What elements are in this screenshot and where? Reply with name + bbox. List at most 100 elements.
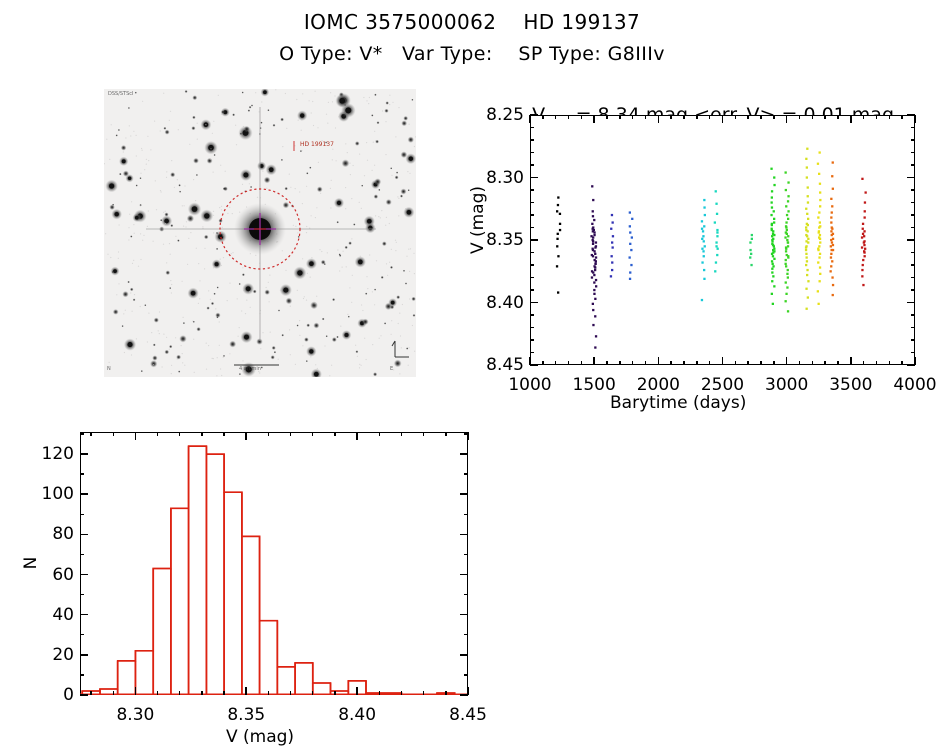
y-tick-minor — [464, 433, 468, 435]
histogram-y-tick-label: 100 — [41, 484, 74, 505]
x-tick-major — [721, 357, 724, 365]
x-tick-major — [785, 115, 788, 123]
y-tick-minor — [80, 634, 84, 636]
x-tick-minor — [631, 361, 634, 365]
y-tick-major — [907, 239, 915, 241]
x-tick-major — [721, 115, 724, 123]
y-tick-minor — [530, 289, 534, 291]
y-tick-minor — [530, 189, 534, 191]
y-tick-major — [80, 654, 88, 656]
page-title: IOMC 3575000062 HD 199137 — [303, 10, 641, 34]
x-tick-minor — [334, 691, 336, 695]
x-tick-minor — [683, 115, 685, 119]
y-tick-minor — [911, 164, 915, 166]
y-tick-minor — [464, 553, 468, 556]
y-tick-major — [460, 694, 468, 696]
x-tick-minor — [644, 361, 647, 365]
x-tick-minor — [422, 432, 425, 436]
x-tick-minor — [837, 361, 839, 365]
finder-survey-label: DSS/STScI — [108, 91, 134, 97]
histogram-x-tick-label: 8.30 — [116, 705, 155, 725]
finder-chart-stars — [104, 89, 416, 377]
x-tick-major — [529, 357, 531, 365]
y-tick-minor — [530, 251, 534, 254]
x-tick-minor — [201, 691, 203, 695]
y-tick-major — [530, 364, 538, 366]
x-tick-minor — [683, 361, 685, 365]
x-tick-minor — [773, 115, 775, 119]
histogram-y-tick-label: 120 — [41, 444, 74, 465]
x-tick-minor — [112, 691, 114, 695]
x-tick-minor — [223, 432, 225, 436]
x-tick-minor — [289, 691, 292, 695]
x-tick-minor — [862, 361, 865, 365]
x-tick-minor — [378, 691, 380, 695]
y-tick-minor — [911, 201, 915, 204]
x-tick-minor — [289, 432, 292, 436]
x-tick-major — [245, 432, 248, 440]
x-tick-minor — [179, 432, 181, 436]
y-tick-minor — [530, 139, 534, 141]
x-tick-major — [467, 687, 469, 695]
x-tick-minor — [734, 361, 737, 365]
histogram-y-tick-label: 80 — [52, 524, 74, 545]
y-tick-major — [530, 176, 538, 179]
x-tick-minor — [734, 115, 737, 119]
x-tick-minor — [312, 432, 314, 436]
x-tick-minor — [542, 361, 544, 365]
x-tick-minor — [644, 115, 647, 119]
y-tick-major — [460, 573, 468, 576]
y-tick-minor — [911, 326, 915, 329]
x-tick-minor — [554, 361, 557, 365]
y-tick-minor — [911, 226, 915, 229]
lightcurve-y-tick-label: 8.45 — [486, 355, 524, 375]
x-tick-minor — [567, 361, 570, 365]
y-tick-minor — [80, 513, 84, 515]
x-tick-major — [134, 687, 137, 695]
x-tick-minor — [542, 115, 544, 119]
y-tick-minor — [80, 674, 84, 676]
x-tick-minor — [824, 115, 826, 119]
x-tick-major — [850, 357, 852, 365]
histogram-y-tick-label: 60 — [52, 564, 74, 585]
x-tick-minor — [267, 691, 270, 695]
histogram-bars — [80, 445, 468, 695]
x-tick-minor — [179, 691, 181, 695]
y-tick-minor — [911, 214, 915, 216]
lightcurve-y-tick-label: 8.35 — [486, 230, 524, 250]
x-tick-major — [657, 357, 660, 365]
x-tick-minor — [580, 115, 583, 119]
y-tick-minor — [464, 593, 468, 596]
x-tick-minor — [696, 115, 698, 119]
x-tick-minor — [400, 691, 403, 695]
x-tick-minor — [798, 115, 801, 119]
x-tick-minor — [580, 361, 583, 365]
y-tick-minor — [464, 473, 468, 475]
x-tick-minor — [824, 361, 826, 365]
x-tick-minor — [156, 432, 159, 436]
x-tick-minor — [201, 432, 203, 436]
finder-scale-label: 4 arcmin — [239, 366, 261, 372]
x-tick-minor — [400, 432, 403, 436]
x-tick-minor — [888, 115, 891, 119]
y-tick-minor — [530, 351, 534, 354]
x-tick-major — [529, 115, 531, 123]
x-tick-minor — [445, 432, 447, 436]
y-tick-minor — [80, 553, 84, 556]
y-tick-major — [530, 239, 538, 241]
x-tick-minor — [747, 361, 749, 365]
x-tick-minor — [334, 432, 336, 436]
x-tick-major — [593, 115, 595, 123]
y-tick-major — [530, 301, 538, 304]
histogram-x-tick-label: 8.40 — [338, 705, 377, 725]
x-tick-minor — [760, 361, 762, 365]
x-tick-minor — [619, 115, 621, 119]
x-tick-minor — [670, 115, 672, 119]
y-tick-minor — [911, 289, 915, 291]
y-tick-major — [80, 694, 88, 696]
x-tick-minor — [798, 361, 801, 365]
y-tick-minor — [80, 593, 84, 596]
y-tick-minor — [464, 634, 468, 636]
y-tick-minor — [80, 473, 84, 475]
x-tick-minor — [112, 432, 114, 436]
